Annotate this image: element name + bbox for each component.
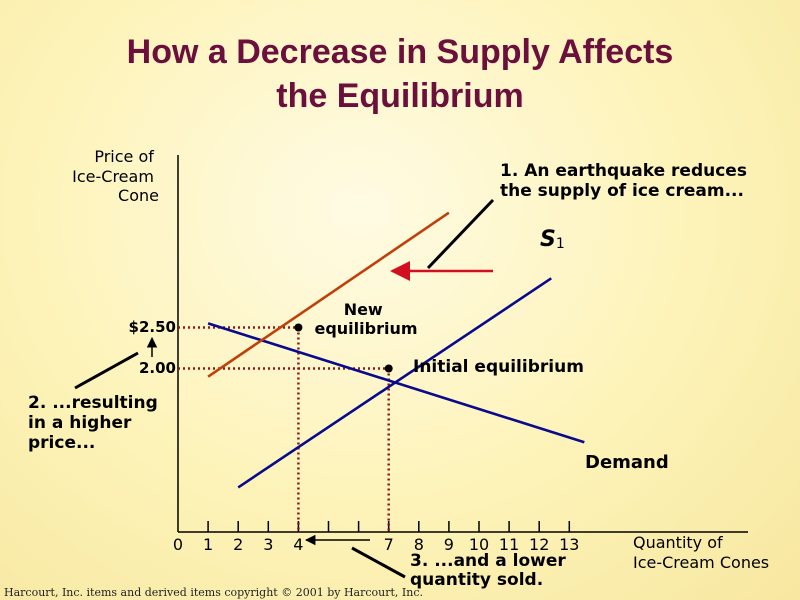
x-tick-label-0: 0 [173, 535, 183, 554]
x-tick-label-11: 11 [499, 535, 519, 554]
equilibrium-guides [178, 326, 390, 532]
x-tick-label-13: 13 [559, 535, 579, 554]
equilibrium-points [294, 323, 393, 373]
earthquake-annotation: 1. An earthquake reduces the supply of i… [500, 161, 753, 201]
x-axis-label: Quantity of Ice-Cream Cones [633, 533, 769, 572]
y-tick-label-200: 2.00 [139, 359, 176, 377]
price-annotation: 2. ...resulting in a higher price... [28, 393, 164, 453]
quantity-pointer-line [351, 546, 406, 579]
copyright-notice: Harcourt, Inc. items and derived items c… [4, 586, 423, 599]
price-pointer-line [74, 351, 139, 390]
earthquake-pointer-line [426, 198, 495, 270]
new-supply-curve [207, 211, 450, 378]
x-tick-labels: 0 1 2 3 4 7 8 9 10 11 12 13 [173, 535, 580, 554]
new-equilibrium-label: New equilibrium [314, 300, 417, 338]
x-tick-label-4: 4 [293, 535, 303, 554]
x-tick-label-8: 8 [414, 535, 424, 554]
supply-curve-s1 [237, 277, 552, 489]
x-tick-label-2: 2 [233, 535, 243, 554]
initial-equilibrium-point [384, 364, 393, 373]
new-equilibrium-point [294, 323, 303, 332]
chart-title: How a Decrease in Supply Affects the Equ… [0, 30, 800, 118]
curves [207, 211, 585, 489]
x-tick-label-7: 7 [384, 535, 394, 554]
x-tick-label-1: 1 [203, 535, 213, 554]
y-tick-label-250: $2.50 [129, 318, 176, 336]
initial-equilibrium-label: Initial equilibrium [413, 357, 584, 377]
demand-label: Demand [585, 452, 669, 473]
supply-label-s1: S1 [540, 227, 565, 252]
x-tick-label-3: 3 [263, 535, 273, 554]
chart-title-line2: the Equilibrium [276, 77, 524, 115]
quantity-annotation: 3. ...and a lower quantity sold. [410, 551, 572, 590]
y-axis-label: Price of Ice-Cream Cone [72, 147, 159, 205]
chart-title-line1: How a Decrease in Supply Affects [126, 33, 674, 71]
x-tick-label-10: 10 [469, 535, 489, 554]
x-tick-label-12: 12 [529, 535, 549, 554]
x-tick-label-9: 9 [444, 535, 454, 554]
